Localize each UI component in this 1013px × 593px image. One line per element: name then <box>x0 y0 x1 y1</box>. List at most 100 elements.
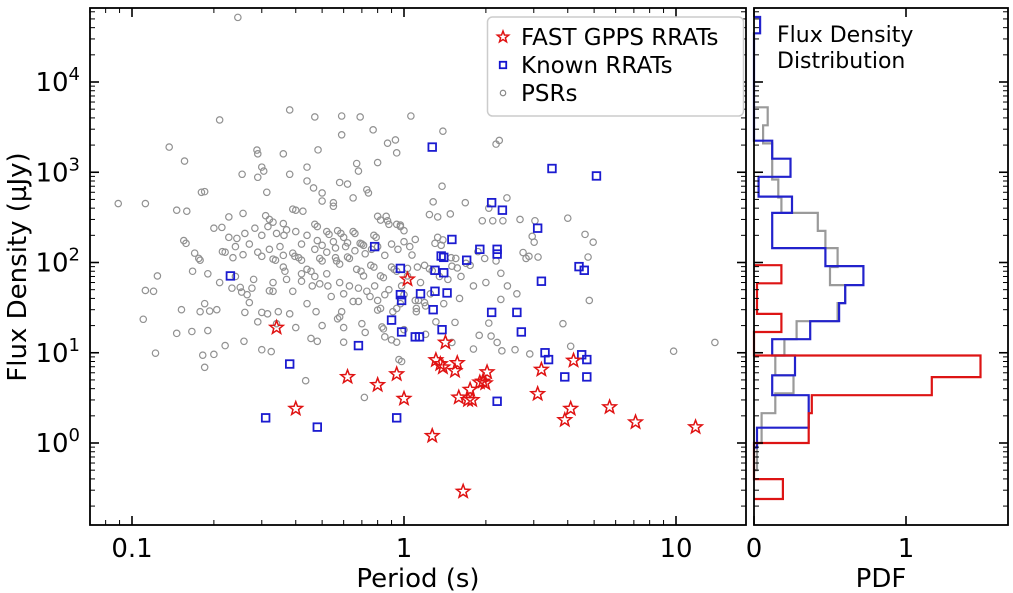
square-point <box>492 396 502 406</box>
circle-point <box>497 295 505 304</box>
circle-point <box>392 220 401 229</box>
square-point <box>512 307 522 318</box>
circle-point <box>420 261 429 270</box>
circle-point <box>245 298 254 307</box>
square-point <box>225 271 236 281</box>
circle-point <box>531 216 539 225</box>
circle-point <box>308 282 317 290</box>
x-tick-label-10: 10 <box>659 534 692 564</box>
circle-point <box>381 290 389 299</box>
circle-point <box>394 245 402 254</box>
circle-point <box>499 216 507 225</box>
circle-point <box>331 244 340 252</box>
circle-point <box>327 292 336 301</box>
circle-point <box>503 282 512 290</box>
circle-point <box>457 272 465 281</box>
circle-point <box>358 240 366 248</box>
circle-point <box>264 222 272 231</box>
square-point <box>486 307 497 318</box>
legend-label-known-rrats: Known RRATs <box>521 53 673 79</box>
scatter-points-layer <box>114 13 719 499</box>
circle-point <box>239 250 247 259</box>
circle-point <box>269 218 277 226</box>
circle-point <box>354 297 363 306</box>
circle-point <box>372 233 380 242</box>
circle-point <box>451 254 460 263</box>
circle-point <box>439 127 447 136</box>
circle-point <box>312 307 320 316</box>
circle-point <box>221 341 229 350</box>
square-point <box>576 350 587 360</box>
circle-point <box>439 299 448 308</box>
circle-point <box>210 224 218 232</box>
circle-point <box>324 282 332 290</box>
circle-point <box>318 189 326 197</box>
circle-point <box>225 233 233 242</box>
circle-point <box>351 229 359 238</box>
star-point <box>450 388 468 405</box>
star-point <box>398 270 417 287</box>
circle-point <box>400 237 408 246</box>
square-point <box>260 413 271 423</box>
star-point <box>431 354 450 372</box>
x-tick-label-0.1: 0.1 <box>111 534 152 564</box>
star-point <box>564 351 583 368</box>
circle-point <box>341 242 350 251</box>
circle-point <box>433 213 442 221</box>
square-point <box>532 223 543 233</box>
circle-point <box>484 319 493 327</box>
square-point <box>439 268 449 278</box>
circle-point <box>188 267 197 276</box>
circle-point <box>361 249 369 258</box>
square-point <box>369 241 380 252</box>
circle-point <box>194 254 203 263</box>
circle-point <box>182 207 191 216</box>
circle-point <box>271 256 280 265</box>
circle-point <box>257 345 266 354</box>
circle-point <box>407 112 415 120</box>
circle-point <box>581 230 589 239</box>
square-point <box>395 263 406 274</box>
circle-point <box>231 242 240 251</box>
circle-point <box>329 237 338 246</box>
circle-point <box>382 212 390 221</box>
circle-point <box>233 234 241 243</box>
circle-point <box>412 307 421 316</box>
circle-point <box>311 245 319 254</box>
square-point <box>415 289 426 299</box>
circle-point <box>139 315 148 324</box>
circle-point <box>269 278 277 287</box>
star-point <box>436 333 455 350</box>
circle-point <box>339 323 348 332</box>
circle-point <box>303 177 311 185</box>
circle-point <box>141 199 150 208</box>
circle-point <box>245 240 254 248</box>
star-point <box>368 375 387 393</box>
circle-point <box>303 231 311 240</box>
circle-point <box>349 297 357 306</box>
circle-point <box>369 126 377 134</box>
circle-point <box>451 318 459 327</box>
circle-point <box>313 222 322 231</box>
circle-point <box>274 307 283 316</box>
circle-point <box>301 376 310 385</box>
circle-point <box>221 248 229 257</box>
circle-point <box>236 283 245 292</box>
circle-point <box>299 207 307 216</box>
circle-point <box>307 334 315 343</box>
legend-label-psrs: PSRs <box>521 81 577 107</box>
square-point <box>492 244 502 255</box>
circle-point <box>339 338 348 346</box>
circle-point <box>364 189 373 197</box>
circle-point <box>177 305 186 314</box>
circle-point <box>511 345 519 354</box>
circle-point <box>416 278 425 287</box>
circle-point <box>259 167 268 175</box>
circle-point <box>354 284 363 292</box>
circle-point <box>172 206 181 214</box>
star-point <box>338 367 357 385</box>
legend: FAST GPPS RRATs Known RRATs PSRs <box>486 16 745 117</box>
circle-point <box>343 253 352 261</box>
circle-point <box>285 106 294 114</box>
